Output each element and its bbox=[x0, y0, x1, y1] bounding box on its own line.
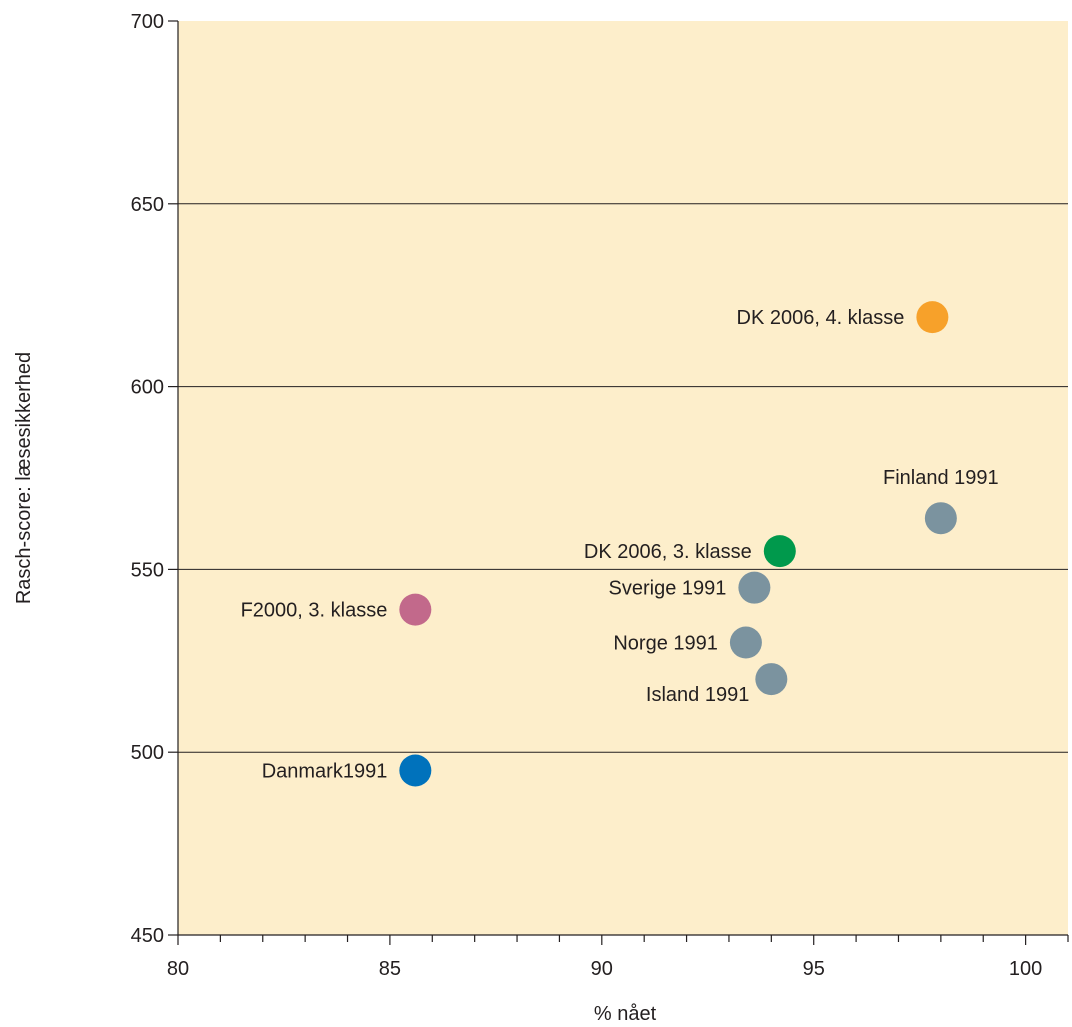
data-point bbox=[763, 535, 796, 568]
x-tick-label: 80 bbox=[167, 958, 189, 980]
point-label: DK 2006, 4. klasse bbox=[737, 307, 905, 329]
data-points: DK 2006, 4. klasse Finland 1991 DK 2006, 3… bbox=[241, 301, 999, 787]
x-tick-label: 85 bbox=[379, 958, 401, 980]
point-label: Finland 1991 bbox=[883, 467, 999, 489]
data-point bbox=[399, 593, 432, 626]
point-label: Danmark1991 bbox=[262, 760, 388, 782]
y-tick-label: 650 bbox=[131, 194, 164, 216]
y-tick-label: 600 bbox=[131, 377, 164, 399]
x-axis-title: % nået bbox=[594, 1003, 657, 1025]
y-tick-label: 550 bbox=[131, 559, 164, 581]
data-point bbox=[924, 502, 957, 535]
axes bbox=[177, 21, 1068, 936]
point-label: Norge 1991 bbox=[613, 633, 718, 655]
data-point bbox=[729, 626, 762, 659]
plot-area bbox=[178, 21, 1068, 935]
data-point bbox=[399, 754, 432, 787]
data-point bbox=[738, 571, 771, 604]
point-label: Island 1991 bbox=[646, 684, 749, 706]
data-point bbox=[916, 301, 949, 334]
x-tick-label: 100 bbox=[1009, 958, 1042, 980]
x-tick-label: 95 bbox=[803, 958, 825, 980]
data-point bbox=[755, 663, 788, 696]
x-tick-label: 90 bbox=[591, 958, 613, 980]
point-label: F2000, 3. klasse bbox=[241, 600, 388, 622]
y-tick-label: 450 bbox=[131, 925, 164, 947]
point-label: DK 2006, 3. klasse bbox=[584, 541, 752, 563]
gridlines bbox=[178, 203, 1068, 753]
y-tick-label: 700 bbox=[131, 11, 164, 33]
point-label: Sverige 1991 bbox=[609, 578, 727, 600]
y-axis-title: Rasch-score: læsesikkerhed bbox=[13, 352, 35, 604]
y-tick-label: 500 bbox=[131, 742, 164, 764]
